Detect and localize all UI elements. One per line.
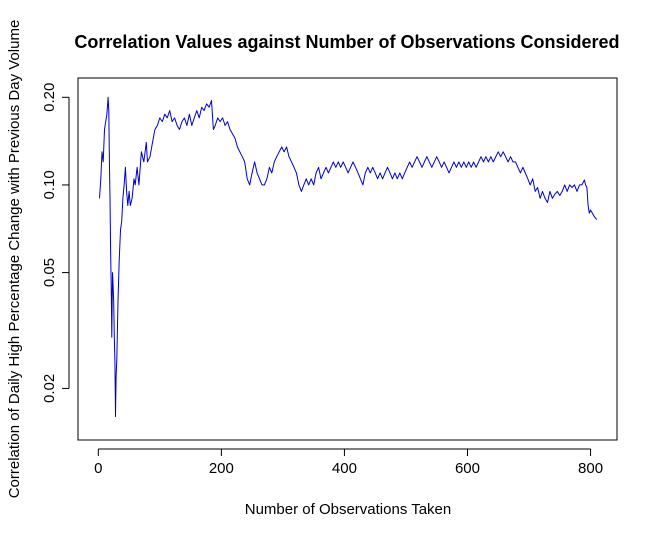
x-tick-label: 200 [209, 460, 234, 477]
y-axis: 0.02 0.05 0.10 0.20 [41, 83, 70, 403]
x-axis-label: Number of Observations Taken [245, 501, 452, 518]
x-tick-label: 0 [94, 460, 102, 477]
y-tick-label: 0.10 [41, 170, 58, 199]
x-axis: 0 200 400 600 800 [94, 448, 603, 477]
y-tick-label: 0.02 [41, 374, 58, 403]
series-line [99, 96, 598, 418]
y-tick-label: 0.05 [41, 258, 58, 287]
x-tick-label: 600 [455, 460, 480, 477]
x-tick-label: 400 [332, 460, 357, 477]
x-tick-label: 800 [578, 460, 603, 477]
y-axis-label: Correlation of Daily High Percentage Cha… [6, 20, 23, 499]
series-layer [99, 96, 598, 418]
y-tick-label: 0.20 [41, 83, 58, 112]
plot-frame [77, 77, 618, 441]
chart-title: Correlation Values against Number of Obs… [74, 32, 619, 52]
